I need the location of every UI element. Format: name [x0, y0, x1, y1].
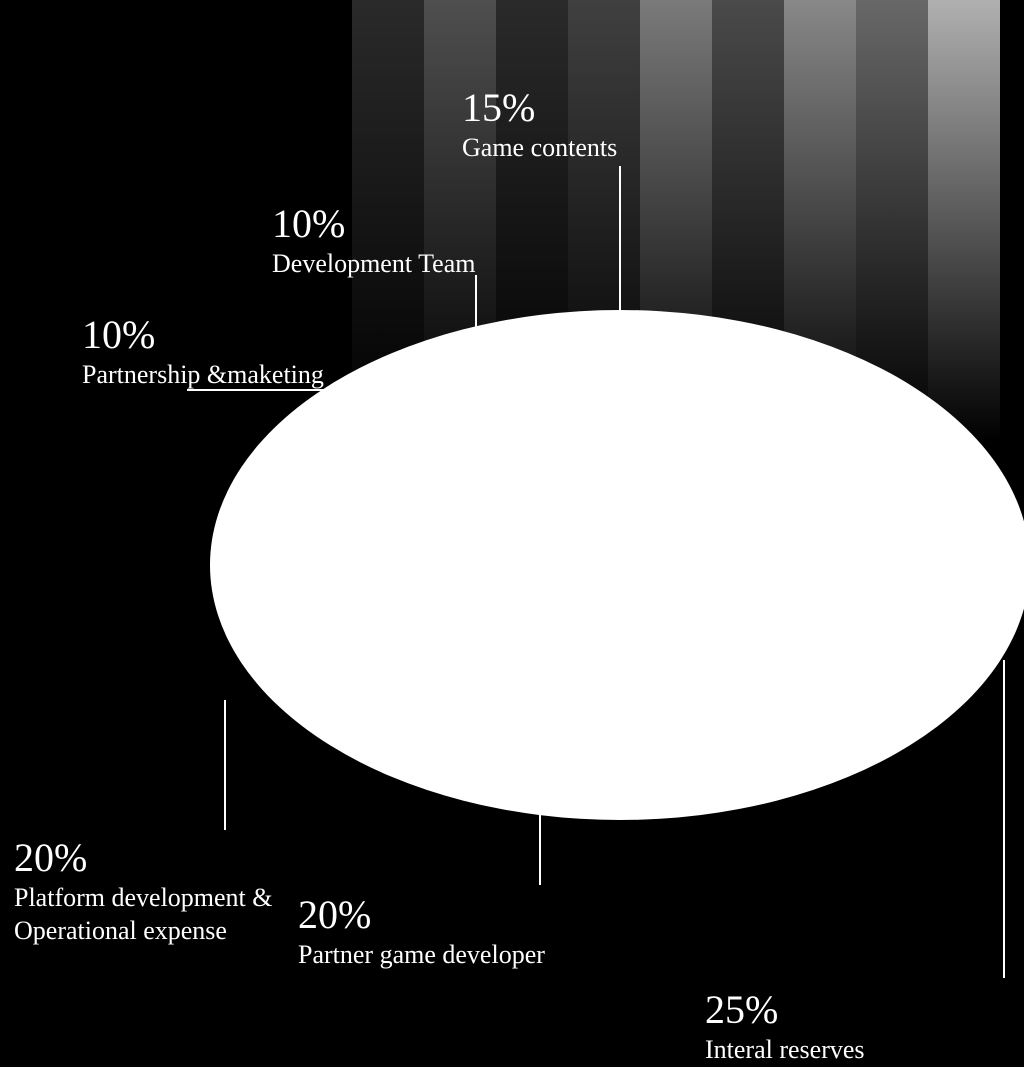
- slice-percent: 20%: [14, 836, 273, 880]
- slice-percent: 15%: [462, 86, 617, 130]
- slice-description: Partner game developer: [298, 939, 545, 972]
- slice-percent: 10%: [82, 313, 324, 357]
- slice-label: 20%Platform development & Operational ex…: [14, 836, 273, 947]
- slice-description: Platform development & Operational expen…: [14, 882, 273, 947]
- slice-percent: 20%: [298, 893, 545, 937]
- slice-description: Partnership &maketing: [82, 359, 324, 392]
- slice-percent: 25%: [705, 988, 865, 1032]
- slice-label: 10%Partnership &maketing: [82, 313, 324, 392]
- slice-label: 20%Partner game developer: [298, 893, 545, 972]
- slice-description: Development Team: [272, 248, 475, 281]
- slice-percent: 10%: [272, 202, 475, 246]
- slice-description: Game contents: [462, 132, 617, 165]
- slice-label: 10%Development Team: [272, 202, 475, 281]
- pie-ellipse: [210, 310, 1024, 820]
- slice-label: 25%Interal reserves: [705, 988, 865, 1067]
- slice-label: 15%Game contents: [462, 86, 617, 165]
